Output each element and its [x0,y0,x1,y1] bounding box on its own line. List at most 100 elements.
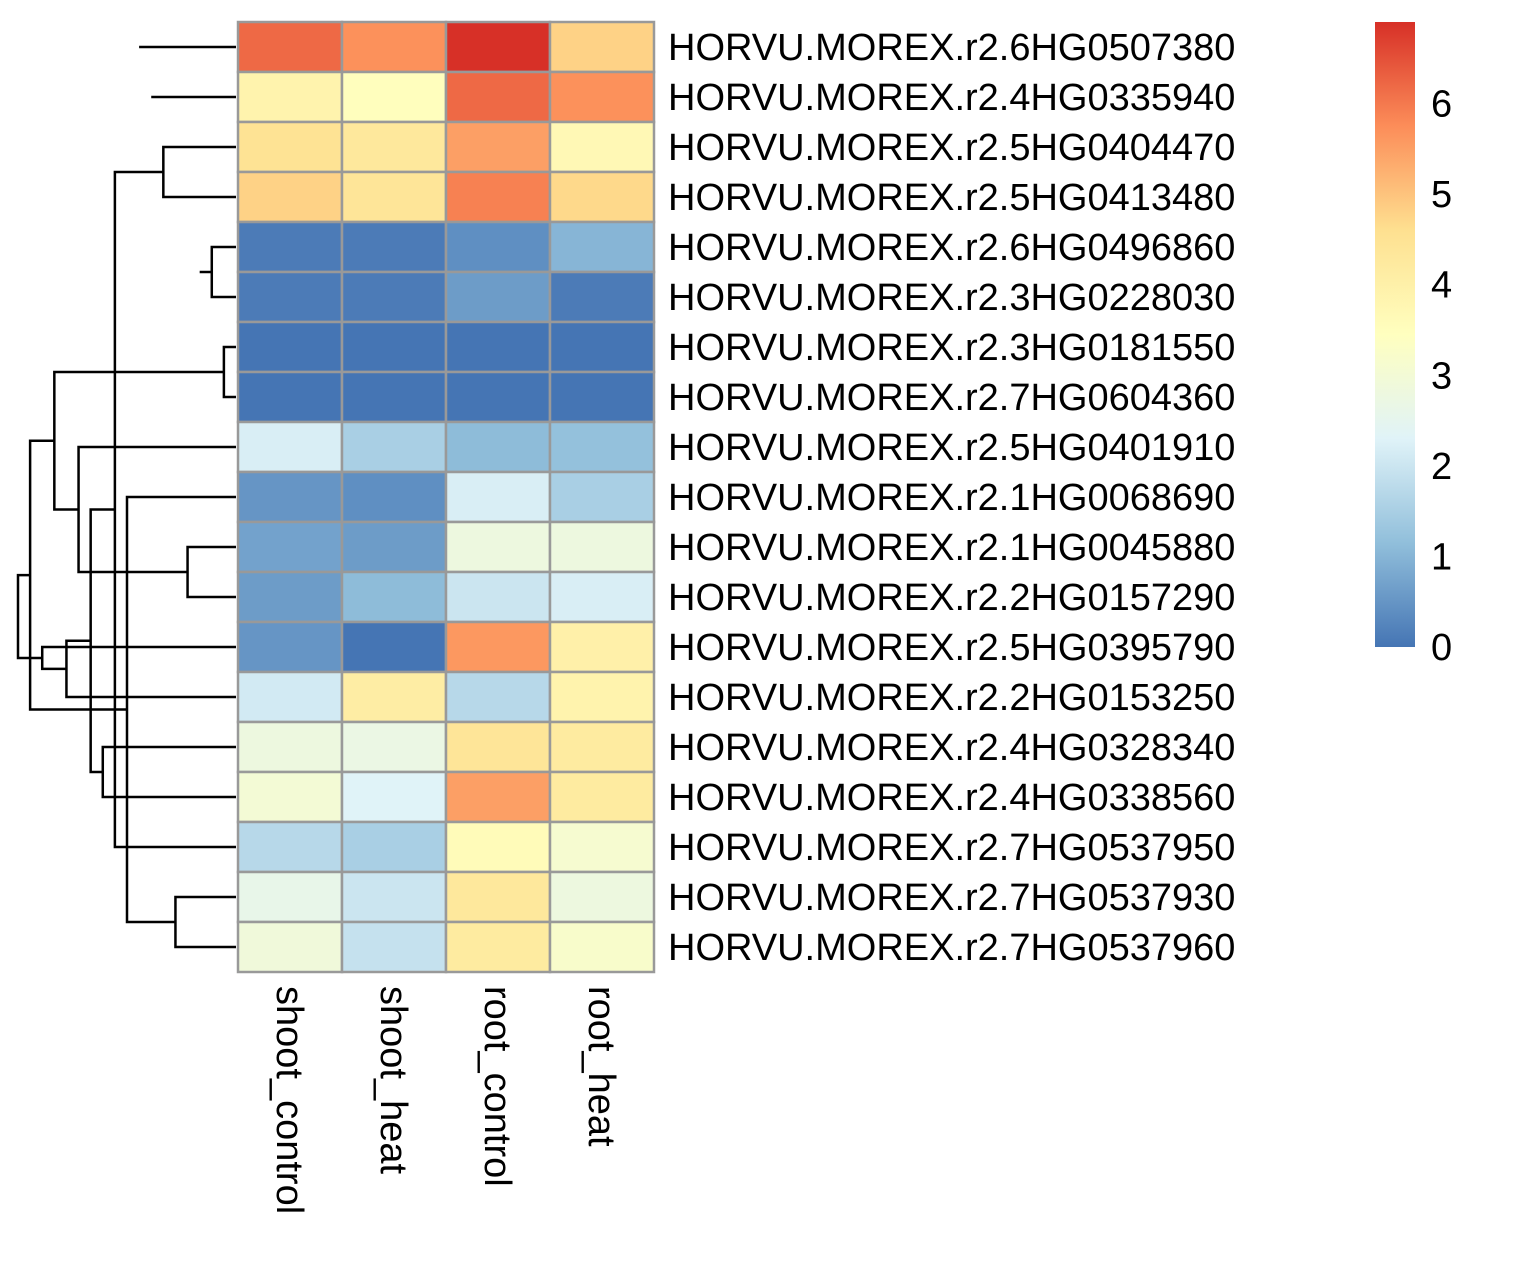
dendrogram-branch [101,745,236,799]
heatmap-cell [548,20,656,74]
dendrogram-branch [186,545,236,599]
heatmap-cell [340,170,448,224]
heatmap-cell [548,770,656,824]
heatmap-cell [340,220,448,274]
heatmap-cell [340,920,448,974]
heatmap-cell [444,620,552,674]
color-legend: 0 1 2 3 4 5 6 [1375,22,1452,669]
dendrogram-branch [16,573,43,660]
heatmap-cell [444,920,552,974]
column-label: root_heat [580,986,622,1147]
heatmap-cell [548,120,656,174]
heatmap-cell [444,770,552,824]
row-label: HORVU.MOREX.r2.5HG0404470 [668,127,1235,169]
heatmap-cell [548,570,656,624]
row-label: HORVU.MOREX.r2.1HG0045880 [668,527,1235,569]
heatmap-cell [548,420,656,474]
heatmap-cell [340,320,448,374]
heatmap-cell [340,520,448,574]
row-label: HORVU.MOREX.r2.4HG0328340 [668,727,1235,769]
heatmap-cell [236,20,344,74]
dendrogram-branch [222,345,236,399]
row-label: HORVU.MOREX.r2.5HG0401910 [668,427,1235,469]
row-label: HORVU.MOREX.r2.4HG0335940 [668,77,1235,119]
dendrogram-branch [125,495,236,924]
heatmap-cell [444,670,552,724]
heatmap-cell [548,320,656,374]
heatmap-cell [548,820,656,874]
heatmap-cell [340,420,448,474]
heatmap-cell [444,520,552,574]
row-label: HORVU.MOREX.r2.7HG0604360 [668,377,1235,419]
heatmap-cell [236,170,344,224]
heatmap-cell [236,620,344,674]
dendrogram-branch [40,645,236,671]
heatmap-cell [340,120,448,174]
legend-tick-label: 0 [1431,627,1452,669]
dendrogram-branch [174,895,236,949]
heatmap-cell [340,70,448,124]
heatmap-cell [236,420,344,474]
dendrogram-branch [89,508,115,774]
legend-tick-label: 4 [1431,265,1452,307]
row-label: HORVU.MOREX.r2.4HG0338560 [668,777,1235,819]
heatmap-cell [444,420,552,474]
row-label: HORVU.MOREX.r2.2HG0157290 [668,577,1235,619]
column-label: shoot_control [268,986,310,1214]
heatmap-cell [236,520,344,574]
legend-tick-label: 5 [1431,174,1452,216]
row-label: HORVU.MOREX.r2.7HG0537930 [668,877,1235,919]
dendrogram-branch [77,445,236,574]
heatmap-cell [340,670,448,724]
heatmap-cell [444,820,552,874]
row-label: HORVU.MOREX.r2.3HG0181550 [668,327,1235,369]
dendrogram-branch [210,245,236,299]
heatmap-cell [236,870,344,924]
heatmap-cell [444,270,552,324]
row-label: HORVU.MOREX.r2.5HG0395790 [668,627,1235,669]
heatmap-cells [236,20,656,974]
heatmap-cell [236,370,344,424]
heatmap-cell [444,170,552,224]
heatmap-cell [236,770,344,824]
row-label: HORVU.MOREX.r2.7HG0537960 [668,927,1235,969]
heatmap-cell [548,370,656,424]
row-label: HORVU.MOREX.r2.1HG0068690 [668,477,1235,519]
heatmap-cell [548,470,656,524]
heatmap-cell [444,720,552,774]
legend-tick-label: 2 [1431,446,1452,488]
heatmap-cell [340,820,448,874]
column-label: shoot_heat [372,986,414,1174]
heatmap-cell [236,220,344,274]
heatmap-cell [340,720,448,774]
heatmap-cell [340,570,448,624]
heatmap-cell [548,270,656,324]
heatmap-cell [340,270,448,324]
legend-tick-label: 6 [1431,84,1452,126]
row-label: HORVU.MOREX.r2.6HG0507380 [668,27,1235,69]
dendrogram-branch [113,170,236,849]
heatmap-cell [548,720,656,774]
heatmap-cell [340,620,448,674]
row-label: HORVU.MOREX.r2.5HG0413480 [668,177,1235,219]
column-label: root_control [476,986,518,1187]
heatmap-cell [548,520,656,574]
heatmap-cell [548,620,656,674]
row-label: HORVU.MOREX.r2.2HG0153250 [668,677,1235,719]
heatmap-cell [236,270,344,324]
heatmap-cell [444,320,552,374]
heatmap-cell [236,120,344,174]
column-labels: shoot_control shoot_heat root_control root_… [268,986,622,1214]
heatmap-cell [548,220,656,274]
heatmap-cell [340,770,448,824]
heatmap-cell [444,70,552,124]
legend-tick-label: 3 [1431,355,1452,397]
heatmap-cell [548,920,656,974]
heatmap-cell [444,370,552,424]
legend-tick-label: 1 [1431,536,1452,578]
heatmap-cell [236,920,344,974]
heatmap-cell [444,870,552,924]
heatmap-cell [444,470,552,524]
heatmap-cell [236,670,344,724]
